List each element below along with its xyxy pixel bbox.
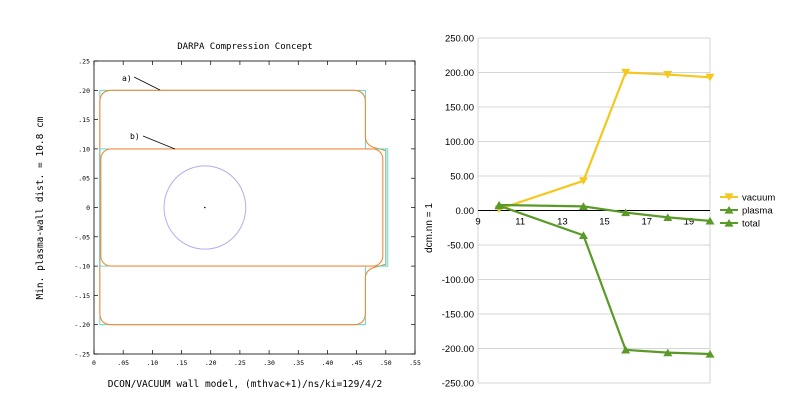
x-tick-label: 9: [475, 217, 480, 228]
x-tick-label: .50: [380, 359, 392, 367]
y-tick-label: -.05: [74, 233, 90, 241]
wall-shapes: [99, 89, 389, 326]
y-tick-label: .25: [78, 58, 90, 66]
plasma-center: [204, 206, 206, 209]
x-tick-label: .10: [146, 359, 158, 367]
y-tick-label: -250.00: [442, 379, 474, 390]
y-tick-label: 0.00: [456, 206, 475, 217]
x-tick-label: .35: [292, 359, 304, 367]
x-ticks: 0 .05 .10 .15 .20 .25 .30 .35 .40 .45 .50 .55: [92, 61, 421, 367]
y-tick-label: -200.00: [442, 344, 474, 355]
x-tick-label: .45: [351, 359, 363, 367]
y-tick-label: -.15: [74, 292, 90, 300]
x-tick-label: .15: [176, 359, 188, 367]
x-axis-label: DCON/VACUUM wall model, (mthvac+1)/ns/ki…: [108, 379, 383, 390]
y-tick-label: 250.00: [445, 34, 474, 45]
y-tick-label: 100.00: [445, 137, 474, 148]
y-tick-label: -.25: [74, 351, 90, 359]
y-tick-label: .10: [78, 145, 90, 153]
x-tick-label: .25: [234, 359, 246, 367]
y-tick-label: .05: [78, 175, 90, 183]
inner-wall: [100, 148, 384, 267]
y-ticks: 250.00 200.00 150.00 100.00 50.00 0.00 -50.00 -…: [442, 34, 474, 390]
x-tick-label: .05: [117, 359, 129, 367]
y-tick-label: .20: [78, 87, 90, 95]
wall-model-plot: DARPA Compression Concept DCON/VACUUM wa…: [35, 42, 421, 390]
y-tick-label: -.10: [74, 263, 90, 271]
y-tick-label: .15: [78, 116, 90, 124]
data-point-vacuum: [663, 70, 673, 79]
data-point-plasma: [663, 213, 673, 221]
legend: vacuum plasma total: [720, 193, 775, 230]
plot-frame: [93, 60, 416, 355]
data-point-plasma: [578, 202, 588, 210]
data-point-plasma: [705, 216, 715, 225]
data-point-total: [705, 349, 715, 358]
y-axis-label: dcm.nn = 1: [424, 203, 435, 253]
data-point-total: [494, 201, 504, 210]
annotation-a: a): [122, 74, 132, 83]
outer-wall: [99, 89, 387, 326]
x-tick-label: .20: [205, 359, 217, 367]
data-point-total: [578, 231, 588, 239]
legend-marker: [724, 205, 734, 214]
x-tick-label: 11: [515, 217, 525, 228]
x-tick-label: 19: [684, 217, 695, 228]
gridlines: [477, 37, 711, 384]
y-tick-label: 0: [86, 204, 90, 212]
x-tick-label: 13: [557, 217, 568, 228]
y-tick-label: -150.00: [442, 310, 474, 321]
legend-label: total: [742, 219, 760, 230]
legend-label: vacuum: [742, 193, 775, 204]
data-point-vacuum: [578, 177, 588, 185]
y-tick-label: -100.00: [442, 275, 474, 286]
y-tick-label: 50.00: [450, 172, 474, 183]
annotation-a-leader: [133, 76, 161, 91]
x-tick-label: 15: [599, 217, 610, 228]
data-point-plasma: [621, 208, 631, 217]
data-point-vacuum: [705, 73, 715, 82]
y-tick-label: 200.00: [445, 68, 474, 79]
inner-wall-trace: [99, 148, 387, 267]
x-tick-label: .40: [322, 359, 334, 367]
x-tick-label: 0: [92, 359, 96, 367]
y-tick-label: -50.00: [447, 241, 474, 252]
legend-marker: [724, 218, 734, 227]
series: [494, 68, 715, 358]
x-tick-label: .30: [263, 359, 275, 367]
plasma-boundary: [163, 165, 247, 250]
annotation-b-leader: [142, 135, 176, 150]
outer-wall-trace: [99, 89, 389, 326]
x-tick-label: .55: [409, 359, 421, 367]
annotation-b: b): [130, 132, 140, 141]
dcm-line-chart: dcm.nn = 1 250.00200.00150.00100.0050.00…: [424, 34, 775, 390]
y-tick-label: 150.00: [445, 103, 474, 114]
series-line-vacuum: [498, 71, 711, 211]
plot-title: DARPA Compression Concept: [177, 42, 312, 52]
legend-label: plasma: [742, 206, 773, 217]
data-point-total: [663, 348, 673, 357]
legend-marker: [724, 193, 734, 202]
x-ticks: 9 11 13 15 17 19: [475, 217, 694, 228]
y-ticks: .25 .20 .15 .10 .05 0 -.05 -.10 -.15 -.20 -.25: [74, 58, 415, 359]
y-tick-label: -.20: [74, 321, 90, 329]
y-axis-label: Min. plasma-wall dist. = 10.8 cm: [35, 116, 46, 299]
data-point-total: [621, 345, 631, 354]
data-point-vacuum: [621, 68, 631, 77]
x-tick-label: 17: [641, 217, 652, 228]
